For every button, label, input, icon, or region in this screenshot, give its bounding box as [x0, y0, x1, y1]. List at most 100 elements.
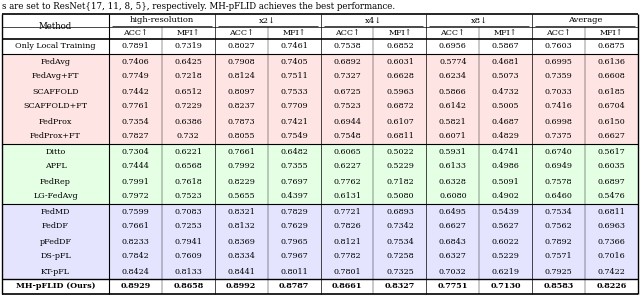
Bar	[2, 204, 638, 219]
Text: 0.8237: 0.8237	[227, 103, 255, 111]
Text: 0.7782: 0.7782	[333, 253, 361, 261]
Text: 0.7751: 0.7751	[438, 282, 468, 290]
Text: 0.7991: 0.7991	[122, 177, 149, 185]
Text: 0.7599: 0.7599	[122, 208, 149, 216]
Text: 0.4397: 0.4397	[280, 192, 308, 201]
Text: 0.8369: 0.8369	[227, 237, 255, 245]
Text: 0.5073: 0.5073	[492, 72, 520, 80]
Text: 0.732: 0.732	[177, 132, 200, 140]
Text: ACC↑: ACC↑	[123, 29, 148, 37]
Text: 0.7416: 0.7416	[545, 103, 573, 111]
Text: 0.7032: 0.7032	[439, 268, 467, 275]
Text: 0.5821: 0.5821	[439, 117, 467, 125]
Text: 0.6482: 0.6482	[280, 148, 308, 156]
Bar	[2, 219, 638, 234]
Text: 0.6495: 0.6495	[439, 208, 467, 216]
Text: 0.6133: 0.6133	[439, 163, 467, 171]
Text: 0.7967: 0.7967	[280, 253, 308, 261]
Text: Ditto: Ditto	[45, 148, 66, 156]
Text: 0.7538: 0.7538	[333, 43, 361, 51]
Text: 0.7533: 0.7533	[280, 87, 308, 95]
Text: 0.7182: 0.7182	[386, 177, 414, 185]
Bar	[2, 144, 638, 159]
Text: FedAvg: FedAvg	[40, 58, 70, 66]
Text: 0.8229: 0.8229	[227, 177, 255, 185]
Text: 0.6327: 0.6327	[439, 253, 467, 261]
Text: 0.7325: 0.7325	[386, 268, 414, 275]
Text: 0.7709: 0.7709	[280, 103, 308, 111]
Text: 0.8124: 0.8124	[227, 72, 255, 80]
Text: 0.7801: 0.7801	[333, 268, 361, 275]
Text: 0.7327: 0.7327	[333, 72, 361, 80]
Bar	[2, 234, 638, 249]
Bar	[2, 39, 638, 54]
Bar	[2, 189, 638, 204]
Text: MFI↑: MFI↑	[600, 29, 623, 37]
Text: 0.7562: 0.7562	[545, 222, 573, 230]
Text: 0.7873: 0.7873	[227, 117, 255, 125]
Text: 0.4986: 0.4986	[492, 163, 520, 171]
Text: 0.4741: 0.4741	[492, 148, 520, 156]
Text: 0.5617: 0.5617	[598, 148, 625, 156]
Bar	[2, 54, 638, 69]
Text: 0.4732: 0.4732	[492, 87, 520, 95]
Text: 0.6811: 0.6811	[386, 132, 414, 140]
Text: 0.8133: 0.8133	[175, 268, 202, 275]
Text: 0.5022: 0.5022	[386, 148, 414, 156]
Text: MFI↑: MFI↑	[494, 29, 518, 37]
Text: 0.8658: 0.8658	[173, 282, 204, 290]
Text: 0.7523: 0.7523	[175, 192, 202, 201]
Text: 0.5229: 0.5229	[386, 163, 414, 171]
Text: 0.6227: 0.6227	[333, 163, 361, 171]
Text: FedDF: FedDF	[42, 222, 69, 230]
Text: 0.6892: 0.6892	[333, 58, 361, 66]
Text: 0.7304: 0.7304	[122, 148, 149, 156]
Text: 0.8011: 0.8011	[280, 268, 308, 275]
Text: 0.4829: 0.4829	[492, 132, 520, 140]
Text: 0.7762: 0.7762	[333, 177, 361, 185]
Text: 0.6425: 0.6425	[175, 58, 202, 66]
Bar	[2, 279, 638, 294]
Text: 0.8334: 0.8334	[227, 253, 255, 261]
Text: 0.6142: 0.6142	[439, 103, 467, 111]
Text: 0.6608: 0.6608	[598, 72, 625, 80]
Text: Only Local Training: Only Local Training	[15, 43, 96, 51]
Text: 0.7258: 0.7258	[386, 253, 414, 261]
Text: 0.7406: 0.7406	[122, 58, 149, 66]
Text: x8↓: x8↓	[471, 17, 488, 25]
Text: 0.6740: 0.6740	[545, 148, 573, 156]
Text: 0.7761: 0.7761	[122, 103, 149, 111]
Bar	[2, 174, 638, 189]
Text: 0.7359: 0.7359	[545, 72, 573, 80]
Text: 0.7827: 0.7827	[122, 132, 149, 140]
Text: 0.5080: 0.5080	[386, 192, 413, 201]
Text: 0.7826: 0.7826	[333, 222, 361, 230]
Text: 0.5931: 0.5931	[439, 148, 467, 156]
Text: 0.8132: 0.8132	[227, 222, 255, 230]
Text: 0.7548: 0.7548	[333, 132, 361, 140]
Text: 0.5229: 0.5229	[492, 253, 520, 261]
Text: 0.7549: 0.7549	[280, 132, 308, 140]
Text: 0.8441: 0.8441	[227, 268, 255, 275]
Text: 0.7083: 0.7083	[175, 208, 202, 216]
Text: 0.5655: 0.5655	[227, 192, 255, 201]
Text: 0.7661: 0.7661	[122, 222, 149, 230]
Text: 0.7442: 0.7442	[122, 87, 149, 95]
Text: 0.7534: 0.7534	[545, 208, 573, 216]
Text: 0.6811: 0.6811	[598, 208, 625, 216]
Text: 0.7661: 0.7661	[227, 148, 255, 156]
Text: 0.8027: 0.8027	[227, 43, 255, 51]
Text: 0.7375: 0.7375	[545, 132, 572, 140]
Text: 0.8787: 0.8787	[279, 282, 309, 290]
Text: 0.6022: 0.6022	[492, 237, 520, 245]
Text: 0.6852: 0.6852	[386, 43, 414, 51]
Text: 0.6136: 0.6136	[598, 58, 625, 66]
Text: 0.7033: 0.7033	[545, 87, 573, 95]
Text: 0.6071: 0.6071	[439, 132, 467, 140]
Text: 0.6035: 0.6035	[598, 163, 625, 171]
Text: MFI↑: MFI↑	[282, 29, 306, 37]
Text: 0.5005: 0.5005	[492, 103, 520, 111]
Text: 0.6460: 0.6460	[545, 192, 573, 201]
Text: ACC↑: ACC↑	[440, 29, 465, 37]
Bar	[2, 84, 638, 99]
